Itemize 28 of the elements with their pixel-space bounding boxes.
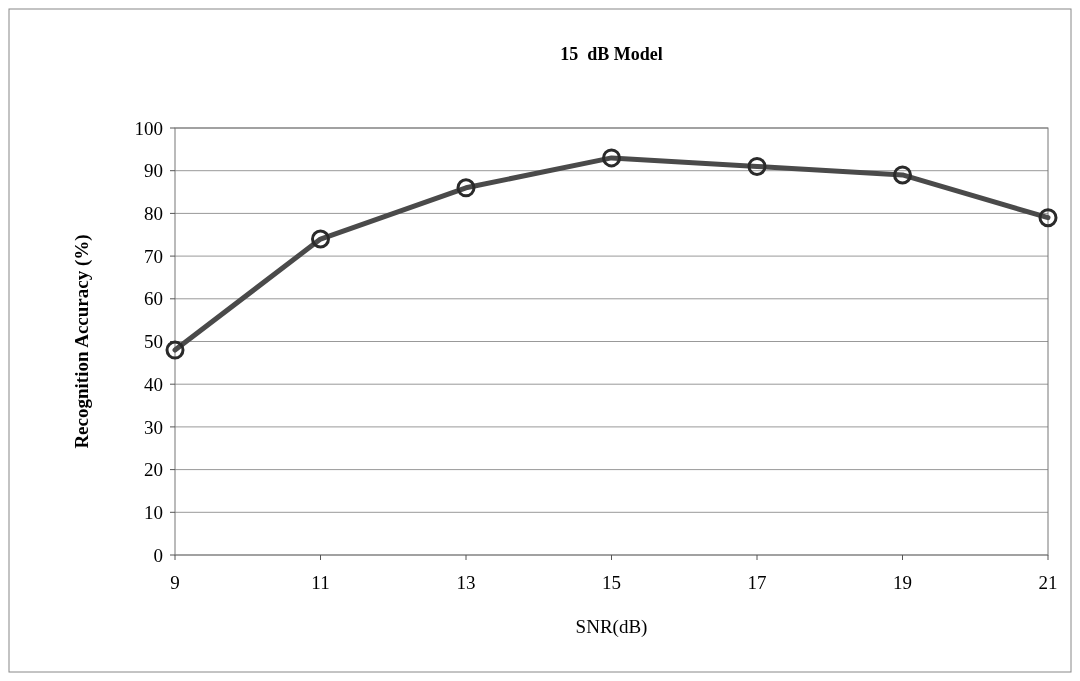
y-tick-label: 60 [144, 288, 163, 310]
y-tick-label: 10 [144, 501, 163, 523]
x-tick-label: 15 [602, 572, 621, 593]
x-tick-label: 13 [456, 572, 476, 593]
point [747, 156, 767, 176]
point [602, 148, 621, 168]
x-tick-label: 17 [747, 572, 767, 593]
y-tick-label: 50 [144, 331, 163, 353]
point [311, 229, 330, 249]
y-tick-label: 100 [134, 117, 163, 139]
point [456, 178, 476, 198]
y-tick-label: 30 [144, 416, 163, 438]
point [893, 165, 912, 185]
point [1038, 208, 1058, 228]
y-tick-label: 20 [144, 459, 163, 481]
y-axis-title: Recognition Accuracy (%) [71, 234, 93, 449]
x-tick-label: 21 [1038, 572, 1058, 593]
x-tick-label: 19 [893, 572, 912, 593]
y-tick-label: 70 [144, 245, 163, 267]
chart-title: 15 dB Model [560, 44, 663, 64]
x-tick-label: 9 [170, 572, 180, 593]
y-tick-label: 90 [144, 160, 163, 182]
y-tick-label: 80 [144, 203, 163, 225]
y-tick-label: 0 [153, 544, 163, 566]
y-tick-label: 40 [144, 373, 163, 395]
x-axis-title: SNR(dB) [575, 616, 648, 638]
point [165, 340, 185, 360]
x-tick-label: 11 [311, 572, 330, 593]
